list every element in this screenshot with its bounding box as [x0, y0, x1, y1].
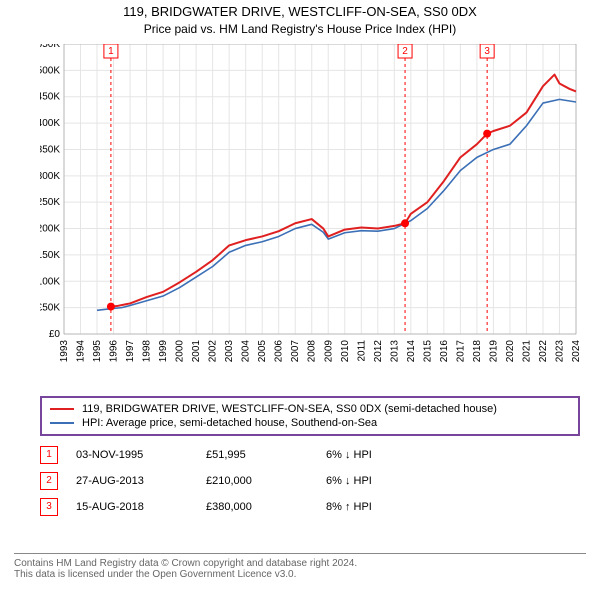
svg-text:2011: 2011 [356, 340, 367, 362]
svg-text:2012: 2012 [373, 340, 384, 363]
svg-text:2013: 2013 [389, 340, 400, 363]
svg-text:1997: 1997 [125, 340, 136, 363]
svg-text:2003: 2003 [224, 340, 235, 363]
svg-text:2: 2 [402, 46, 408, 57]
sale-badge: 3 [40, 498, 58, 516]
svg-text:2016: 2016 [439, 340, 450, 363]
chart-title: 119, BRIDGWATER DRIVE, WESTCLIFF-ON-SEA,… [0, 4, 600, 19]
svg-text:1: 1 [108, 46, 114, 57]
legend-box: 119, BRIDGWATER DRIVE, WESTCLIFF-ON-SEA,… [40, 396, 580, 436]
sale-delta: 6% ↓ HPI [326, 449, 426, 461]
svg-text:2005: 2005 [257, 340, 268, 363]
legend-label: 119, BRIDGWATER DRIVE, WESTCLIFF-ON-SEA,… [82, 403, 497, 415]
sale-date: 27-AUG-2013 [76, 475, 206, 487]
chart-svg: £0 £50K £100K £150K £200K £250K £300K £350K £400… [40, 44, 580, 384]
svg-text:2007: 2007 [290, 340, 301, 363]
sale-date: 15-AUG-2018 [76, 501, 206, 513]
sale-delta: 6% ↓ HPI [326, 475, 426, 487]
svg-text:2017: 2017 [455, 340, 466, 363]
sale-badge: 2 [40, 472, 58, 490]
svg-text:2006: 2006 [274, 340, 285, 363]
svg-text:£300K: £300K [40, 171, 60, 182]
svg-text:£150K: £150K [40, 250, 60, 261]
legend-item: HPI: Average price, semi-detached house,… [50, 416, 570, 430]
sale-badge: 1 [40, 446, 58, 464]
svg-text:£450K: £450K [40, 92, 60, 103]
svg-text:£500K: £500K [40, 65, 60, 76]
svg-text:2001: 2001 [191, 340, 202, 363]
chart-subtitle: Price paid vs. HM Land Registry's House … [0, 22, 600, 36]
svg-text:£550K: £550K [40, 44, 60, 50]
svg-text:2014: 2014 [406, 340, 417, 363]
svg-text:2008: 2008 [307, 340, 318, 363]
svg-text:£350K: £350K [40, 144, 60, 155]
svg-text:2024: 2024 [571, 340, 580, 363]
svg-text:2004: 2004 [241, 340, 252, 363]
svg-text:£50K: £50K [40, 303, 60, 314]
svg-text:2018: 2018 [472, 340, 483, 363]
sales-list: 103-NOV-1995£51,9956% ↓ HPI227-AUG-2013£… [40, 442, 580, 520]
svg-text:2022: 2022 [538, 340, 549, 363]
svg-text:2010: 2010 [340, 340, 351, 363]
footer-attribution: Contains HM Land Registry data © Crown c… [14, 553, 586, 580]
legend-item: 119, BRIDGWATER DRIVE, WESTCLIFF-ON-SEA,… [50, 402, 570, 416]
svg-text:2002: 2002 [208, 340, 219, 363]
legend-swatch [50, 422, 74, 424]
svg-text:2000: 2000 [175, 340, 186, 363]
svg-text:1994: 1994 [76, 340, 87, 363]
svg-text:2020: 2020 [505, 340, 516, 363]
svg-text:£200K: £200K [40, 224, 60, 235]
svg-text:2015: 2015 [422, 340, 433, 363]
svg-text:2021: 2021 [521, 340, 532, 363]
svg-text:£100K: £100K [40, 276, 60, 287]
svg-text:£250K: £250K [40, 197, 60, 208]
sale-price: £210,000 [206, 475, 326, 487]
sale-row: 2 27-AUG-2013£210,0006% ↓ HPI [40, 468, 580, 494]
svg-text:1999: 1999 [158, 340, 169, 363]
svg-text:£400K: £400K [40, 118, 60, 129]
svg-text:1996: 1996 [109, 340, 120, 363]
svg-text:3: 3 [484, 46, 490, 57]
sale-date: 03-NOV-1995 [76, 449, 206, 461]
svg-text:£0: £0 [49, 329, 61, 340]
chart-area: £0 £50K £100K £150K £200K £250K £300K £350K £400… [40, 44, 580, 384]
sale-delta: 8% ↑ HPI [326, 501, 426, 513]
svg-text:1998: 1998 [142, 340, 153, 363]
sale-price: £380,000 [206, 501, 326, 513]
legend-swatch [50, 408, 74, 410]
sale-row: 1 03-NOV-1995£51,9956% ↓ HPI [40, 442, 580, 468]
svg-text:2019: 2019 [488, 340, 499, 363]
footer-line: This data is licensed under the Open Gov… [14, 569, 586, 580]
footer-line: Contains HM Land Registry data © Crown c… [14, 558, 586, 569]
svg-text:1995: 1995 [92, 340, 103, 363]
sale-price: £51,995 [206, 449, 326, 461]
legend-label: HPI: Average price, semi-detached house,… [82, 417, 377, 429]
svg-text:1993: 1993 [59, 340, 70, 363]
svg-text:2009: 2009 [323, 340, 334, 363]
sale-row: 3 15-AUG-2018£380,0008% ↑ HPI [40, 494, 580, 520]
svg-text:2023: 2023 [554, 340, 565, 363]
